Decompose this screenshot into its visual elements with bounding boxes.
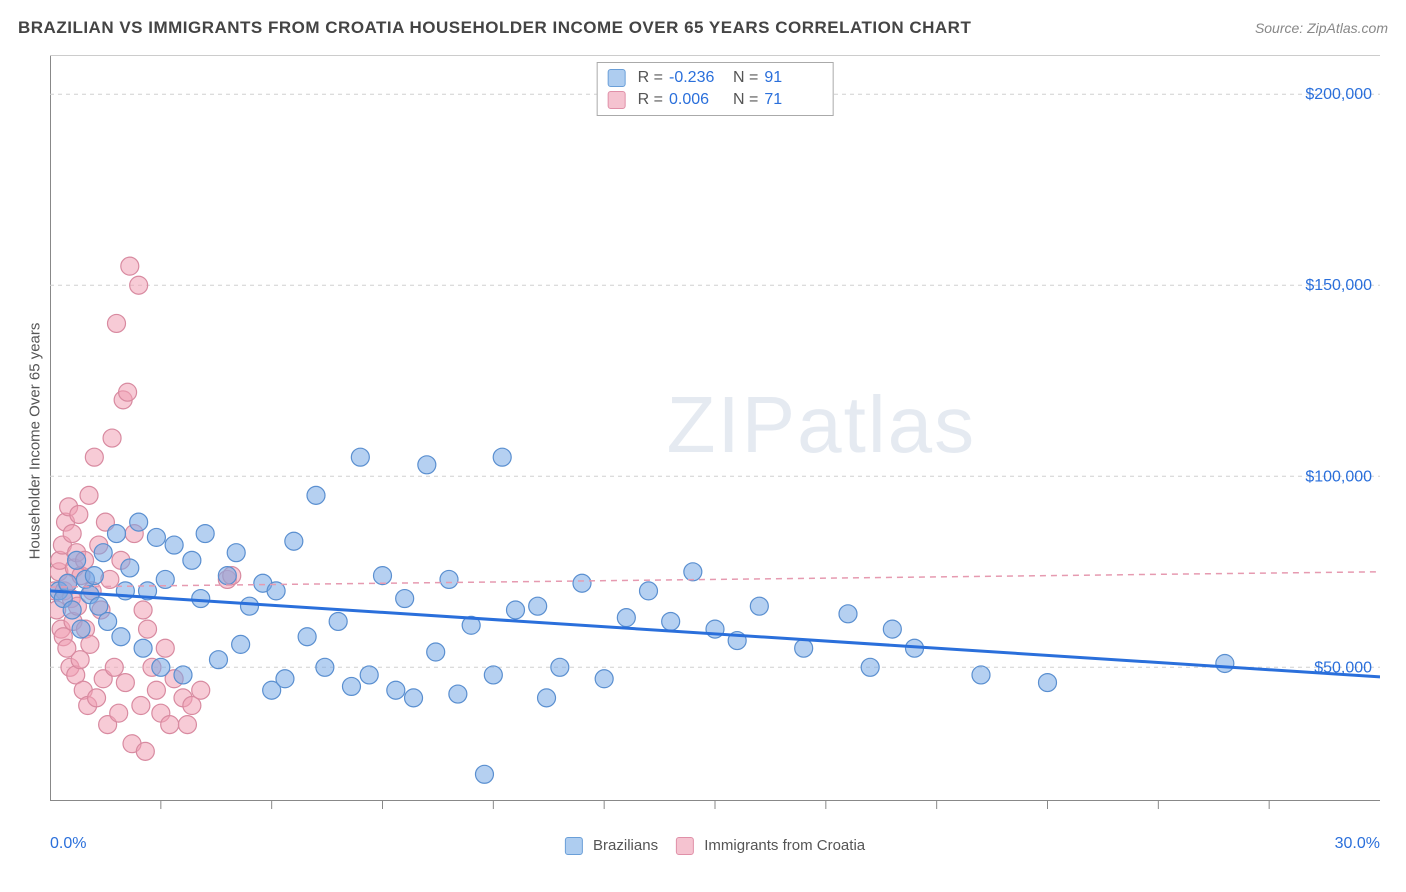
svg-text:$200,000: $200,000 — [1305, 86, 1372, 103]
chart-header: BRAZILIAN VS IMMIGRANTS FROM CROATIA HOU… — [18, 18, 1388, 38]
legend-label-croatia: Immigrants from Croatia — [704, 837, 865, 854]
scatter-plot: $50,000$100,000$150,000$200,000 — [50, 56, 1380, 825]
correlation-legend: R = -0.236 N = 91 R = 0.006 N = 71 — [597, 62, 834, 116]
r-label: R = — [638, 91, 663, 109]
legend-swatch-croatia — [608, 91, 626, 109]
x-min-label: 0.0% — [50, 835, 86, 853]
legend-row-brazilians: R = -0.236 N = 91 — [608, 67, 823, 89]
legend-row-croatia: R = 0.006 N = 71 — [608, 89, 823, 111]
legend-item-croatia: Immigrants from Croatia — [676, 837, 865, 855]
x-max-label: 30.0% — [1335, 835, 1380, 853]
source-attribution: Source: ZipAtlas.com — [1255, 20, 1388, 36]
series-legend: Brazilians Immigrants from Croatia — [565, 837, 865, 855]
y-axis-label: Householder Income Over 65 years — [27, 322, 44, 559]
legend-swatch-brazilians-bottom — [565, 837, 583, 855]
legend-label-brazilians: Brazilians — [593, 837, 658, 854]
legend-swatch-brazilians — [608, 69, 626, 87]
r-value-brazilians: -0.236 — [669, 69, 727, 87]
n-value-brazilians: 91 — [764, 69, 822, 87]
r-value-croatia: 0.006 — [669, 91, 727, 109]
svg-text:$150,000: $150,000 — [1305, 277, 1372, 294]
chart-area: Householder Income Over 65 years ZIPatla… — [50, 55, 1380, 825]
svg-text:$100,000: $100,000 — [1305, 468, 1372, 485]
legend-swatch-croatia-bottom — [676, 837, 694, 855]
n-label: N = — [733, 69, 758, 87]
r-label: R = — [638, 69, 663, 87]
legend-item-brazilians: Brazilians — [565, 837, 658, 855]
chart-title: BRAZILIAN VS IMMIGRANTS FROM CROATIA HOU… — [18, 18, 971, 38]
n-label: N = — [733, 91, 758, 109]
n-value-croatia: 71 — [764, 91, 822, 109]
